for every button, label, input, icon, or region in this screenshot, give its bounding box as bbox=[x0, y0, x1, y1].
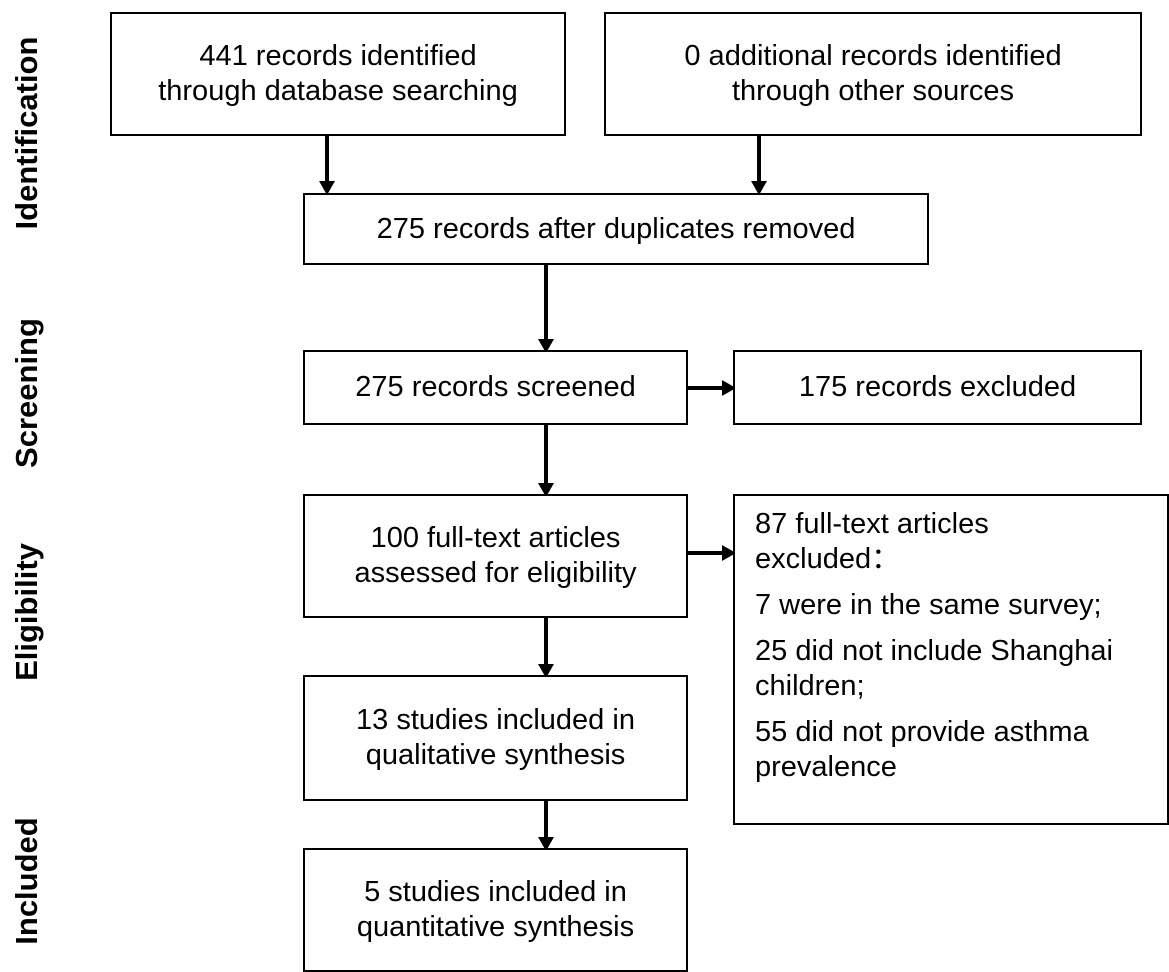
exclusion-reason-3-line1: 55 did not provide asthma bbox=[755, 716, 1089, 748]
arrowhead-excluded bbox=[722, 380, 736, 396]
exclusion-reason-3: 55 did not provide asthma prevalence bbox=[755, 715, 1089, 785]
box-full-text-assessed-line2: assessed for eligibility bbox=[354, 557, 637, 589]
exclusion-reason-1-line1: 7 were in the same survey; bbox=[755, 589, 1102, 621]
box-full-text-excluded: 87 full-text articles excluded： 7 were i… bbox=[733, 494, 1169, 825]
arrowhead-other bbox=[751, 181, 767, 195]
box-full-text-assessed-line1: 100 full-text articles bbox=[370, 522, 621, 554]
arrowhead-fulltext-excluded bbox=[722, 545, 736, 561]
arrowhead-screened bbox=[538, 483, 554, 497]
box-qualitative-line2: qualitative synthesis bbox=[365, 739, 626, 771]
excluded-heading: 87 full-text articles excluded： bbox=[755, 507, 989, 577]
box-database-records-line2: through database searching bbox=[158, 75, 518, 107]
box-qualitative-synthesis: 13 studies included in qualitative synth… bbox=[303, 675, 688, 801]
box-other-records-line1: 0 additional records identified bbox=[684, 40, 1062, 72]
box-screened: 275 records screened bbox=[303, 350, 688, 425]
box-database-records-line1: 441 records identified bbox=[199, 40, 477, 72]
box-excluded: 175 records excluded bbox=[733, 350, 1142, 425]
exclusion-reason-1: 7 were in the same survey; bbox=[755, 588, 1102, 623]
box-other-records-line2: through other sources bbox=[731, 75, 1015, 107]
box-qualitative-line1: 13 studies included in bbox=[356, 704, 635, 736]
exclusion-reason-2-line2: children; bbox=[755, 670, 865, 702]
exclusion-reason-3-line2: prevalence bbox=[755, 751, 897, 783]
box-full-text-assessed: 100 full-text articles assessed for elig… bbox=[303, 494, 688, 618]
box-quantitative-line2: quantitative synthesis bbox=[356, 911, 635, 943]
arrowhead-qualitative bbox=[538, 837, 554, 851]
arrowhead-database bbox=[319, 181, 335, 195]
excluded-heading-line1: 87 full-text articles bbox=[755, 508, 989, 540]
box-screened-line1: 275 records screened bbox=[355, 371, 636, 403]
box-excluded-line1: 175 records excluded bbox=[798, 371, 1077, 403]
exclusion-reason-2: 25 did not include Shanghai children; bbox=[755, 634, 1113, 704]
box-quantitative-synthesis: 5 studies included in quantitative synth… bbox=[303, 848, 688, 972]
box-quantitative-line1: 5 studies included in bbox=[364, 876, 627, 908]
box-after-duplicates-line1: 275 records after duplicates removed bbox=[376, 212, 856, 245]
box-after-duplicates: 275 records after duplicates removed bbox=[303, 193, 929, 265]
exclusion-reason-2-line1: 25 did not include Shanghai bbox=[755, 635, 1113, 667]
arrowhead-duplicates bbox=[538, 339, 554, 353]
box-other-records: 0 additional records identified through … bbox=[604, 12, 1142, 136]
excluded-heading-line2: excluded： bbox=[755, 543, 901, 575]
box-database-records: 441 records identified through database … bbox=[110, 12, 566, 136]
arrowhead-fulltext bbox=[538, 664, 554, 678]
